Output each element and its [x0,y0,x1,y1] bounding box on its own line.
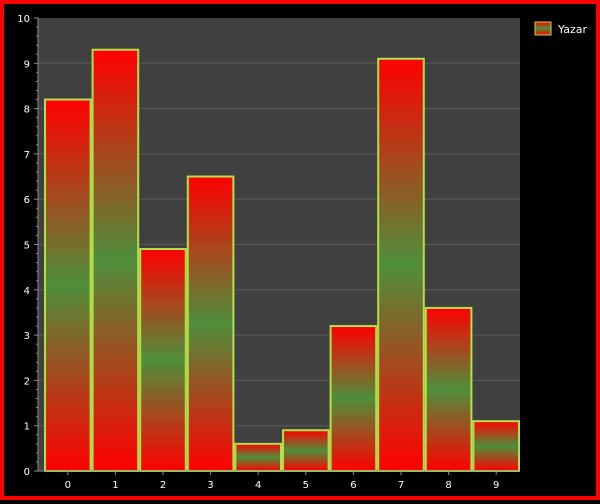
bar-chart: 0 1 2 3 4 5 6 7 8 9 10 0 1 2 3 4 5 6 7 8 9 Yazar [17,14,587,491]
y-tick-label: 6 [24,195,30,206]
bar-6 [329,325,378,473]
y-tick-label: 8 [24,105,30,116]
bars [44,48,520,473]
bar-3 [186,175,235,473]
y-tick-label: 2 [24,376,30,387]
bar-2 [139,248,187,472]
y-tick-label: 0 [24,467,30,478]
bar-9 [472,420,520,473]
y-tick-label: 9 [24,59,30,70]
x-axis-ticks: 0 1 2 3 4 5 6 7 8 9 [65,471,499,491]
x-tick-label: 8 [445,480,451,491]
x-tick-label: 1 [112,480,118,491]
x-tick-label: 0 [65,480,71,491]
y-axis-ticks: 0 1 2 3 4 5 6 7 8 9 10 [17,14,38,478]
x-tick-label: 3 [207,480,213,491]
y-tick-label: 10 [17,14,30,25]
legend-label-yazar: Yazar [557,23,587,36]
y-tick-label: 1 [24,422,30,433]
x-tick-label: 6 [350,480,356,491]
x-tick-label: 5 [303,480,309,491]
legend-swatch-yazar [534,21,552,36]
x-tick-label: 4 [255,480,261,491]
bar-4 [234,442,282,473]
legend: Yazar [534,21,587,36]
bar-1 [91,48,140,473]
x-tick-label: 9 [493,480,499,491]
y-tick-label: 3 [24,331,30,342]
bar-5 [282,429,330,473]
bar-8 [424,306,473,473]
x-tick-label: 2 [160,480,166,491]
y-tick-label: 5 [24,241,30,252]
y-tick-label: 7 [24,150,30,161]
x-tick-label: 7 [398,480,404,491]
bar-0 [44,98,92,472]
bar-7 [377,57,425,473]
y-tick-label: 4 [24,286,30,297]
